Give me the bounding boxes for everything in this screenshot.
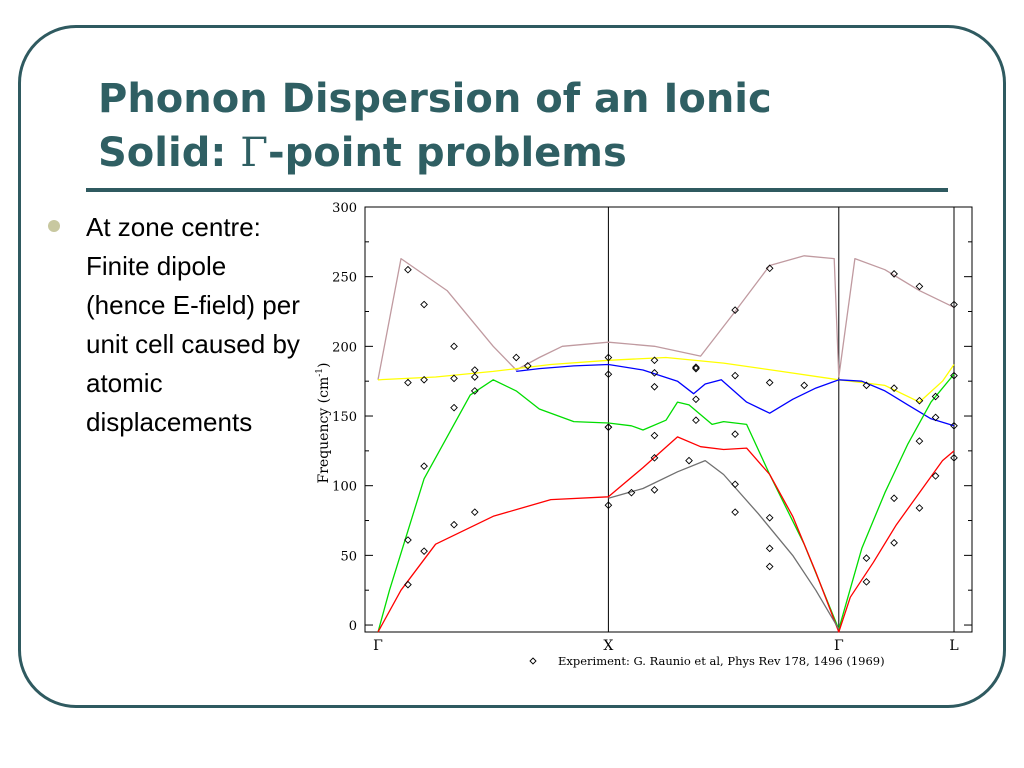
experiment-point bbox=[650, 431, 659, 440]
y-axis-label: Frequency (cm-1) bbox=[315, 363, 332, 484]
experiment-point bbox=[650, 356, 659, 365]
series-line-3 bbox=[516, 363, 955, 427]
experiment-point bbox=[950, 371, 958, 380]
experiment-point bbox=[731, 430, 739, 438]
y-tick-label: 100 bbox=[332, 480, 357, 495]
experiment-point bbox=[470, 387, 479, 395]
experiment-point bbox=[650, 486, 659, 494]
experiment-point bbox=[685, 456, 693, 465]
series-line-6 bbox=[608, 459, 840, 630]
x-kpoint-label: L bbox=[949, 638, 958, 654]
y-tick-label: 50 bbox=[340, 549, 357, 564]
experiment-point bbox=[404, 265, 412, 274]
experiment-point bbox=[450, 374, 458, 383]
plot-frame bbox=[364, 206, 973, 633]
experiment-point bbox=[765, 513, 774, 522]
experiment-point bbox=[650, 453, 659, 462]
experiment-point bbox=[420, 547, 428, 556]
experiment-point bbox=[604, 353, 613, 362]
experiment-point bbox=[950, 421, 958, 430]
bullet-dot-icon bbox=[48, 220, 60, 232]
slide-frame bbox=[18, 25, 1006, 708]
experiment-point bbox=[692, 395, 700, 404]
bullet-text: At zone centre: Finite dipole (hence E-f… bbox=[86, 212, 300, 437]
experiment-point bbox=[890, 384, 898, 392]
experiment-point bbox=[890, 270, 898, 278]
experiment-point bbox=[420, 300, 428, 309]
experiment-point bbox=[915, 396, 924, 405]
experiment-point bbox=[692, 364, 700, 373]
experiment-point bbox=[731, 508, 739, 517]
experiment-point bbox=[420, 375, 428, 384]
series-line-4 bbox=[377, 373, 955, 633]
title-gamma-symbol: Γ bbox=[240, 130, 269, 176]
experiment-point bbox=[731, 306, 739, 314]
experiment-point bbox=[765, 544, 774, 553]
legend: Experiment: G. Raunio et al, Phys Rev 17… bbox=[529, 654, 885, 668]
experiment-point bbox=[650, 368, 659, 377]
experiment-point bbox=[404, 378, 412, 387]
experiment-point bbox=[765, 378, 774, 387]
experiment-point bbox=[731, 480, 739, 489]
slide-title: Phonon Dispersion of an Ionic Solid: Γ-p… bbox=[98, 72, 772, 180]
experiment-point bbox=[931, 392, 940, 401]
experiment-point bbox=[862, 577, 871, 586]
experiment-point bbox=[765, 264, 774, 273]
experiment-point bbox=[523, 362, 532, 370]
experiment-point bbox=[765, 562, 774, 571]
experiment-point bbox=[627, 488, 636, 497]
experiment-point bbox=[450, 403, 458, 412]
y-tick-label: 200 bbox=[332, 340, 357, 355]
y-tick-label: 300 bbox=[332, 201, 357, 216]
experiment-point bbox=[692, 363, 700, 372]
series-line-5 bbox=[377, 436, 955, 633]
y-tick-label: 0 bbox=[349, 619, 357, 634]
experiment-point bbox=[404, 536, 412, 544]
title-divider bbox=[86, 188, 948, 192]
experiment-point bbox=[604, 501, 613, 510]
experiment-point bbox=[800, 381, 809, 390]
y-tick-label: 250 bbox=[332, 271, 357, 286]
title-line-2-post: -point problems bbox=[268, 130, 627, 176]
series-line-1 bbox=[377, 255, 955, 380]
title-line-2: Solid: Γ-point problems bbox=[98, 126, 772, 180]
experiment-point bbox=[470, 508, 479, 517]
x-kpoint-label: Γ bbox=[373, 638, 383, 654]
experiment-point bbox=[862, 554, 871, 562]
experiment-point bbox=[450, 342, 458, 351]
y-tick-label: 150 bbox=[332, 410, 357, 425]
experiment-point bbox=[731, 371, 739, 380]
x-kpoint-label: Γ bbox=[834, 638, 844, 654]
experiment-point bbox=[915, 504, 924, 512]
series-line-2 bbox=[377, 356, 955, 403]
experiment-point bbox=[890, 494, 898, 503]
experiment-point bbox=[470, 373, 479, 381]
experiment-point bbox=[950, 453, 958, 462]
legend-marker-icon bbox=[529, 657, 537, 665]
experiment-point bbox=[650, 382, 659, 391]
experiment-point bbox=[604, 423, 613, 432]
experiment-point bbox=[450, 520, 458, 529]
experiment-point bbox=[512, 353, 521, 362]
experiment-point bbox=[862, 381, 871, 390]
legend-caption: Experiment: G. Raunio et al, Phys Rev 17… bbox=[558, 654, 885, 668]
experiment-point bbox=[890, 538, 898, 547]
x-kpoint-label: X bbox=[603, 638, 613, 654]
title-line-1: Phonon Dispersion of an Ionic bbox=[98, 76, 772, 122]
experiment-point bbox=[420, 462, 428, 471]
experiment-point bbox=[404, 580, 412, 589]
title-line-2-pre: Solid: bbox=[98, 130, 241, 176]
experiment-point bbox=[915, 437, 924, 445]
experiment-point bbox=[931, 413, 940, 422]
experiment-point bbox=[604, 370, 613, 379]
experiment-point bbox=[950, 300, 958, 309]
phonon-dispersion-chart: 0 50 100 150 200 250 300 Γ X Γ L Frequency (cm-1)… bbox=[315, 201, 973, 668]
experiment-point bbox=[915, 282, 924, 291]
experiment-point bbox=[692, 416, 700, 425]
experiment-point bbox=[931, 472, 940, 480]
